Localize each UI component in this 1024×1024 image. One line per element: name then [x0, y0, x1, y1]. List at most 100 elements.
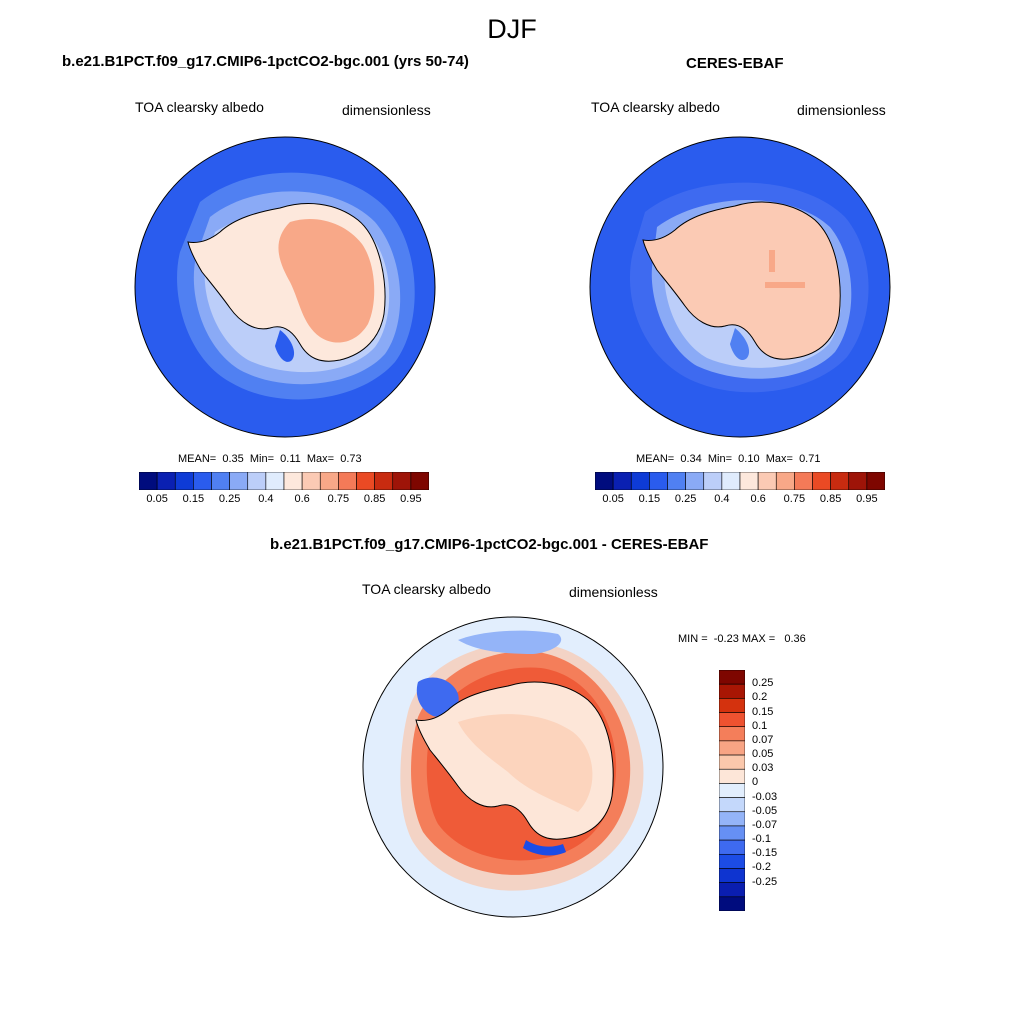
colorbar-swatch	[719, 683, 745, 699]
interior-streak	[765, 282, 805, 288]
colorbar-swatch	[338, 472, 357, 490]
colorbar-swatch	[719, 712, 745, 728]
panel1-title: b.e21.B1PCT.f09_g17.CMIP6-1pctCO2-bgc.00…	[62, 53, 469, 70]
colorbar-swatch	[156, 472, 176, 490]
colorbar-tick-label: 0.25	[752, 677, 774, 690]
colorbar-swatch	[685, 472, 705, 490]
colorbar-swatch	[719, 768, 745, 784]
colorbar-tick-label: 0.05	[602, 493, 624, 505]
colorbar-swatch	[374, 472, 394, 490]
colorbar-swatch	[719, 811, 745, 827]
colorbar-swatch	[410, 472, 429, 490]
max-value: 0.71	[799, 453, 821, 465]
colorbar-swatch	[247, 472, 267, 490]
colorbar-swatch	[719, 783, 745, 798]
panel2-map	[589, 136, 891, 438]
mean-value: 0.35	[222, 453, 244, 465]
colorbar-swatch	[356, 472, 375, 490]
panel1-variable-label: TOA clearsky albedo	[135, 99, 264, 115]
colorbar-swatch	[719, 698, 745, 713]
panel3-units-label: dimensionless	[569, 584, 658, 600]
panel2-stats: MEAN= 0.34 Min= 0.10 Max= 0.71	[636, 453, 820, 465]
colorbar-swatch	[719, 853, 745, 869]
colorbar-swatch	[193, 472, 212, 490]
colorbar-tick-label: -0.15	[752, 847, 778, 860]
colorbar-tick-label: 0.07	[752, 733, 774, 746]
colorbar-swatch	[301, 472, 321, 490]
diff-cool-patch	[416, 677, 459, 717]
colorbar-swatch	[794, 472, 813, 490]
colorbar-swatch	[719, 740, 745, 756]
colorbar-swatch	[139, 472, 158, 490]
colorbar-tick-label: 0.15	[638, 493, 661, 505]
colorbar-tick-label: 0.2	[752, 691, 768, 704]
diff-cool-patch-north	[458, 630, 562, 654]
panel2-colorbar	[595, 472, 885, 490]
colorbar-swatch	[649, 472, 668, 490]
mean-label: MEAN=	[636, 453, 675, 465]
colorbar-tick-label: 0.6	[294, 493, 310, 505]
colorbar-swatch	[265, 472, 285, 490]
colorbar-swatch	[211, 472, 230, 490]
colorbar-swatch	[812, 472, 831, 490]
panel3-colorbar	[719, 670, 745, 911]
min-value: 0.11	[280, 453, 301, 465]
panel2-units-label: dimensionless	[797, 102, 886, 118]
colorbar-swatch	[719, 839, 745, 855]
colorbar-swatch	[719, 670, 745, 685]
max-label: Max=	[765, 453, 793, 465]
colorbar-tick-label: 0.1	[752, 719, 768, 732]
colorbar-tick-label: 0.25	[674, 493, 697, 505]
max-label: Max=	[306, 453, 335, 465]
panel2-title: CERES-EBAF	[686, 55, 784, 72]
mean-value: 0.34	[680, 453, 702, 465]
colorbar-swatch	[667, 472, 686, 490]
colorbar-swatch	[174, 472, 194, 490]
colorbar-swatch	[719, 797, 745, 813]
min-value: 0.10	[738, 453, 760, 465]
panel1-stats: MEAN= 0.35 Min= 0.11 Max= 0.73	[178, 453, 362, 465]
colorbar-tick-label: 0.95	[856, 493, 878, 505]
colorbar-tick-label: 0.15	[182, 493, 205, 505]
min-label: Min=	[707, 453, 733, 465]
colorbar-tick-label: 0.4	[714, 493, 730, 505]
colorbar-tick-label: 0.03	[752, 762, 774, 775]
colorbar-swatch	[848, 472, 868, 490]
colorbar-swatch	[229, 472, 249, 490]
colorbar-swatch	[721, 472, 741, 490]
colorbar-tick-label: 0.85	[363, 493, 386, 505]
colorbar-swatch	[719, 868, 745, 883]
antarctica-continent	[642, 201, 841, 360]
colorbar-tick-label: 0.75	[327, 493, 350, 505]
ross-sea-polynya	[275, 330, 295, 362]
colorbar-tick-label: 0.6	[750, 493, 766, 505]
panel3-variable-label: TOA clearsky albedo	[362, 581, 491, 597]
colorbar-tick-label: -0.07	[752, 818, 778, 831]
max-value: 0.73	[340, 453, 362, 465]
colorbar-tick-label: 0.95	[400, 493, 422, 505]
colorbar-tick-label: -0.03	[752, 790, 778, 803]
colorbar-tick-label: -0.1	[752, 833, 771, 846]
colorbar-tick-label: 0.85	[819, 493, 842, 505]
colorbar-tick-label: 0.05	[752, 748, 774, 761]
panel3-minmax: MIN = -0.23 MAX = 0.36	[678, 633, 806, 645]
colorbar-swatch	[719, 825, 745, 841]
colorbar-tick-label: 0.25	[218, 493, 241, 505]
panel3-title: b.e21.B1PCT.f09_g17.CMIP6-1pctCO2-bgc.00…	[270, 536, 709, 553]
colorbar-swatch	[612, 472, 632, 490]
panel1-map	[134, 136, 436, 438]
panel2-variable-label: TOA clearsky albedo	[591, 99, 720, 115]
mean-label: MEAN=	[178, 453, 217, 465]
panel3-map	[362, 616, 664, 918]
panel3-map-border	[362, 616, 664, 918]
colorbar-swatch	[703, 472, 723, 490]
diff-coast-cool	[523, 840, 566, 856]
colorbar-swatch	[719, 754, 745, 770]
interior-high-albedo	[278, 218, 375, 343]
colorbar-swatch	[283, 472, 303, 490]
colorbar-tick-label: -0.05	[752, 804, 778, 817]
colorbar-swatch	[319, 472, 339, 490]
diff-interior-warm	[458, 714, 593, 812]
panel2-map-border	[589, 136, 891, 438]
panel2-colorbar-ticks: 0.05 0.15 0.25 0.4 0.6 0.75 0.85 0.95	[595, 493, 885, 507]
